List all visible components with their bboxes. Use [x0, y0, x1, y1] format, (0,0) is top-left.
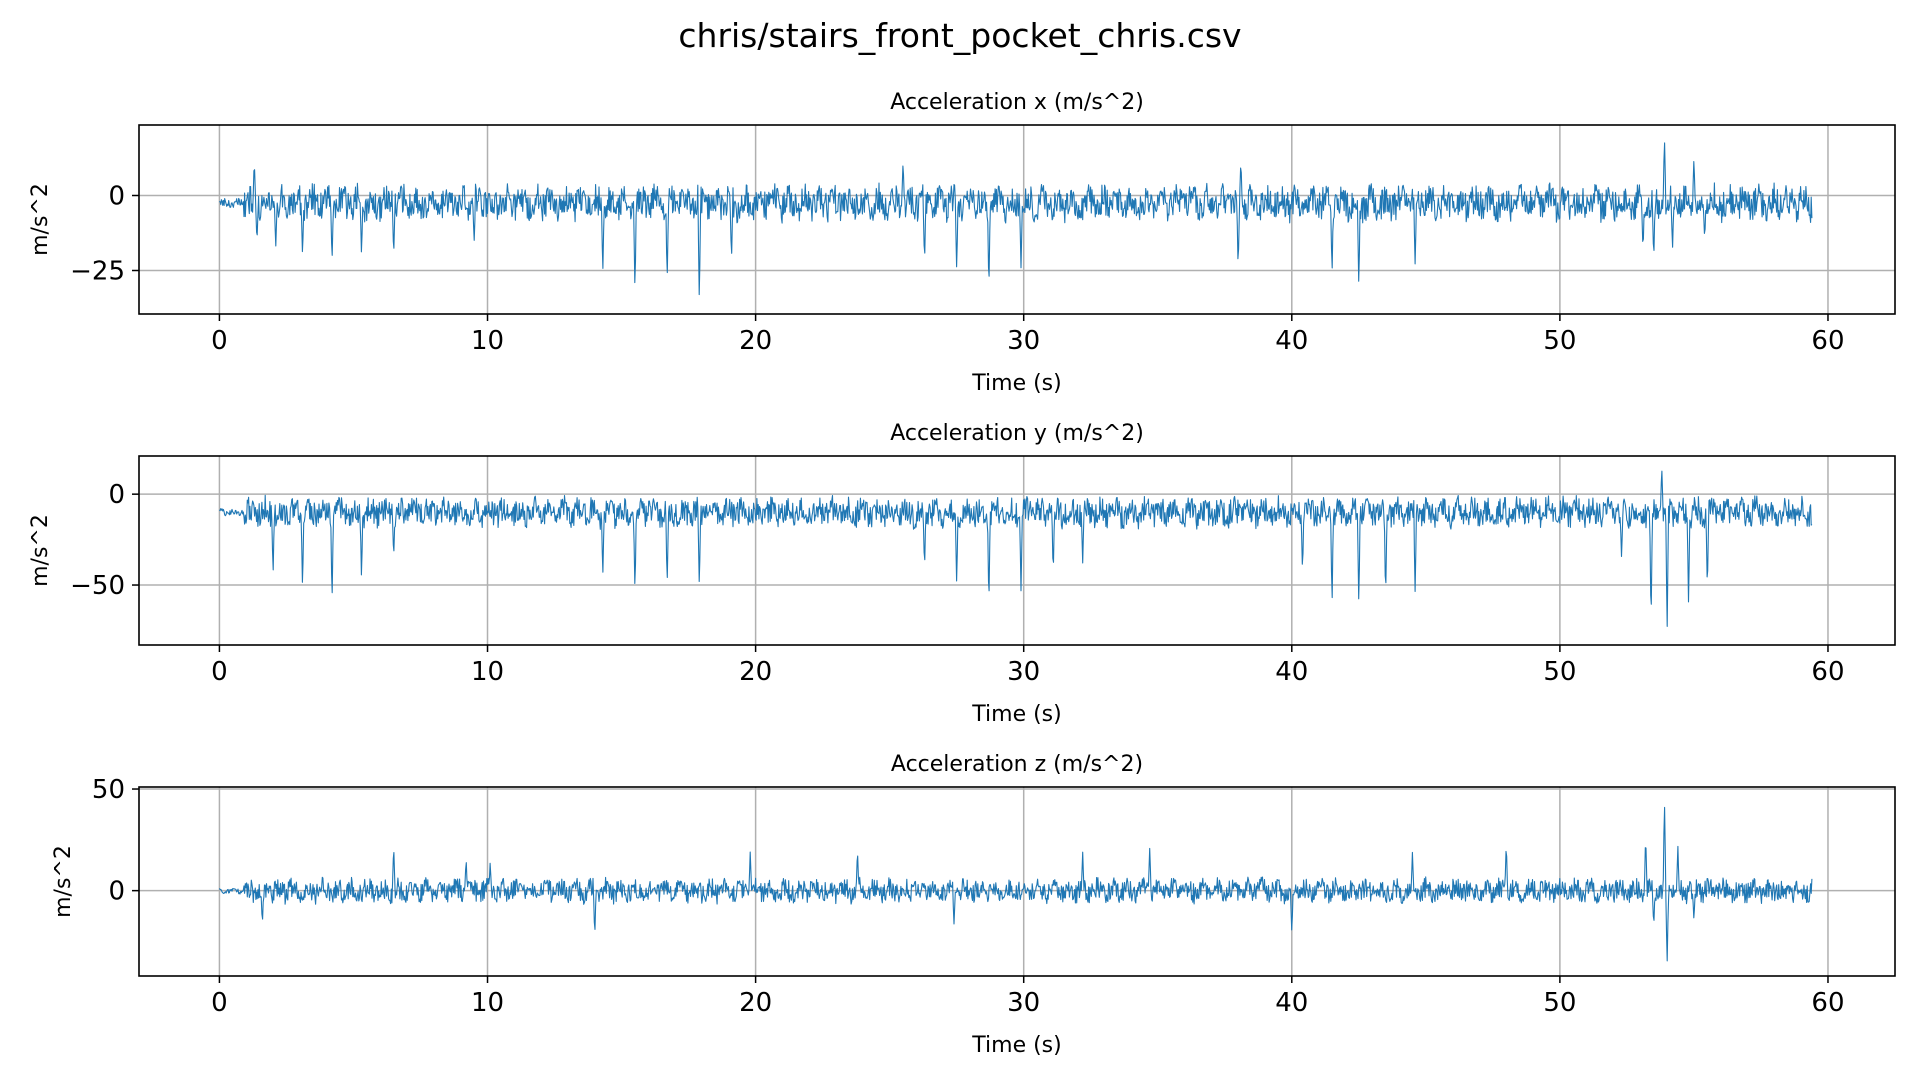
x-tick-label: 50 — [1543, 988, 1576, 1018]
x-tick-label: 60 — [1811, 988, 1844, 1018]
x-tick-label: 30 — [1007, 988, 1040, 1018]
plot-frame — [138, 455, 1896, 646]
x-axis-label: Time (s) — [971, 371, 1061, 396]
x-tick-label: 50 — [1543, 326, 1576, 356]
x-tick-label: 50 — [1543, 657, 1576, 687]
series-line — [218, 806, 1813, 962]
subplot-title: Acceleration x (m/s^2) — [890, 90, 1144, 115]
y-tick-label: 0 — [108, 877, 125, 907]
y-axis-label: m/s^2 — [51, 845, 76, 918]
series-line — [219, 142, 1813, 296]
x-tick-label: 30 — [1007, 657, 1040, 687]
subplot-accel-z: Acceleration z (m/s^2) Time (s) m/s^2 0 1… — [51, 752, 1896, 1058]
figure-title: chris/stairs_front_pocket_chris.csv — [678, 16, 1241, 55]
subplot-accel-x: Acceleration x (m/s^2) Time (s) m/s^2 0 1… — [28, 90, 1896, 396]
x-tick-label: 40 — [1275, 988, 1308, 1018]
x-tick-label: 20 — [739, 657, 772, 687]
plot-frame — [138, 124, 1896, 315]
y-tick-label: −50 — [70, 571, 125, 601]
x-tick-label: 10 — [471, 988, 504, 1018]
x-tick-label: 10 — [471, 657, 504, 687]
x-tick-label: 40 — [1275, 657, 1308, 687]
x-axis-label: Time (s) — [971, 702, 1061, 727]
y-tick-label: 0 — [108, 480, 125, 510]
x-tick-label: 60 — [1811, 657, 1844, 687]
x-axis-label: Time (s) — [971, 1033, 1061, 1058]
x-tick-label: 40 — [1275, 326, 1308, 356]
subplot-accel-y: Acceleration y (m/s^2) Time (s) m/s^2 0 1… — [28, 421, 1896, 727]
x-tick-label: 60 — [1811, 326, 1844, 356]
x-tick-label: 10 — [471, 326, 504, 356]
y-tick-label: 0 — [108, 182, 125, 212]
y-axis-label: m/s^2 — [28, 514, 53, 587]
x-tick-label: 0 — [211, 657, 228, 687]
x-tick-label: 20 — [739, 988, 772, 1018]
y-tick-label: 50 — [92, 775, 125, 805]
y-axis-label: m/s^2 — [28, 183, 53, 256]
series-line — [218, 470, 1813, 627]
x-tick-label: 0 — [211, 988, 228, 1018]
x-tick-label: 30 — [1007, 326, 1040, 356]
x-tick-label: 0 — [211, 326, 228, 356]
subplot-title: Acceleration y (m/s^2) — [890, 421, 1144, 446]
y-tick-label: −25 — [70, 257, 125, 287]
x-tick-label: 20 — [739, 326, 772, 356]
subplot-title: Acceleration z (m/s^2) — [891, 752, 1143, 777]
plot-frame — [138, 786, 1896, 977]
